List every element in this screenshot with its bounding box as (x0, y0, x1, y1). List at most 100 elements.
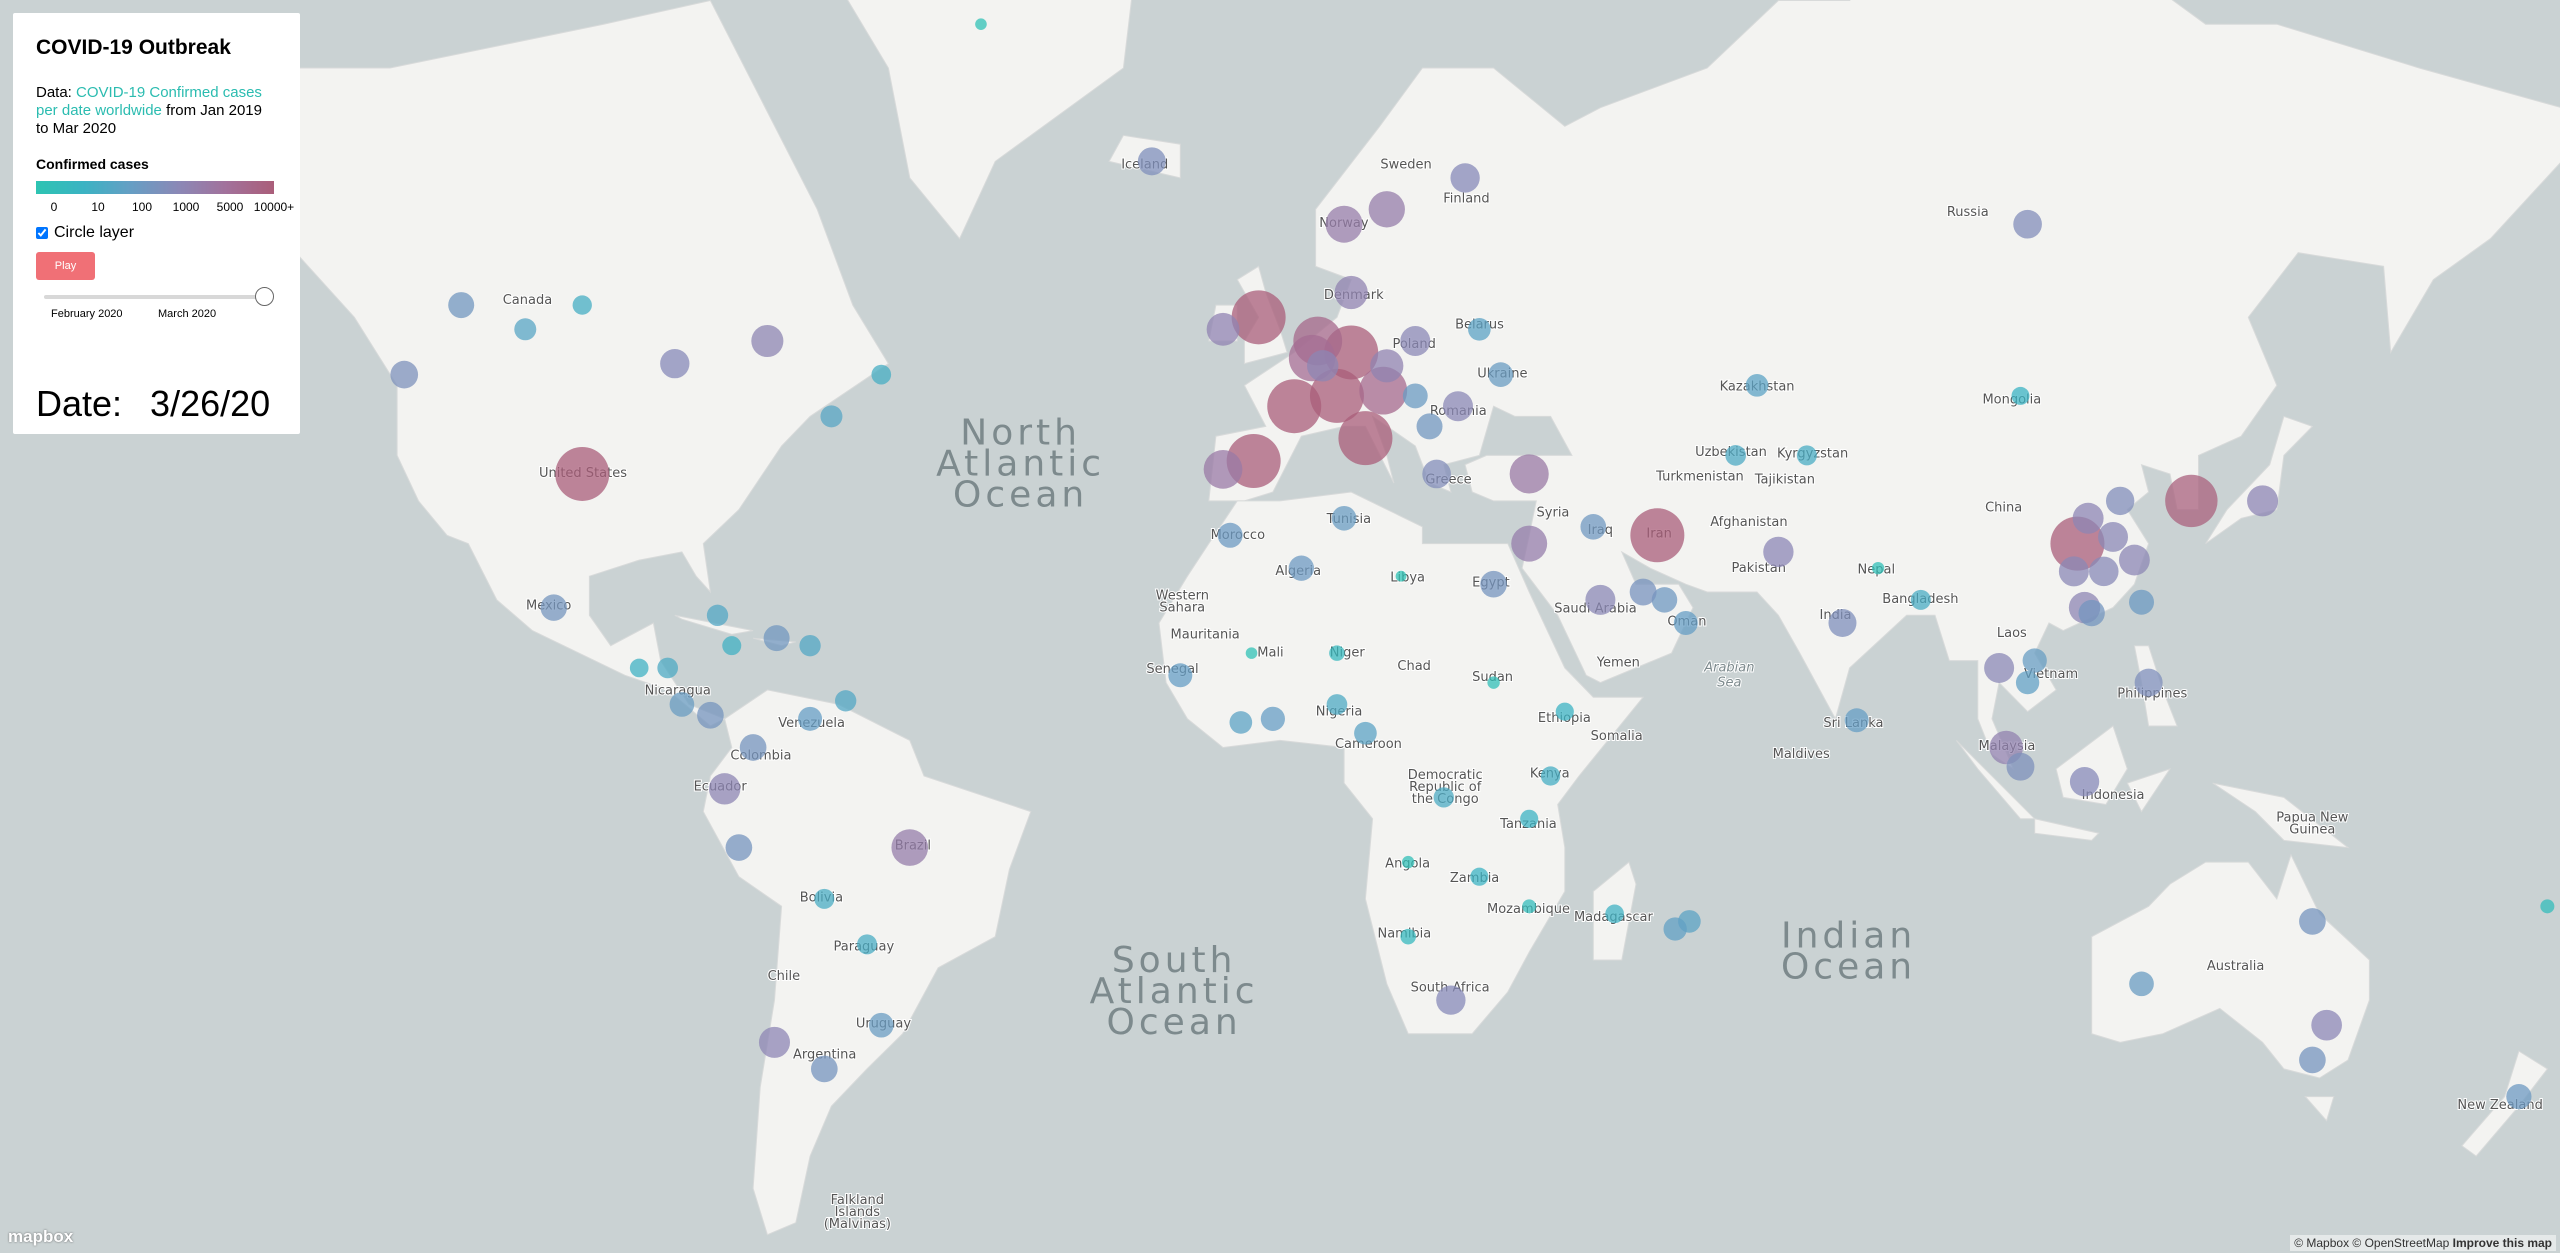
case-circle (629, 658, 649, 678)
case-circle (1443, 391, 1473, 422)
case-circle (2058, 556, 2089, 587)
legend-tick-label: 100 (131, 200, 153, 214)
case-circle (1630, 508, 1685, 563)
case-circle (758, 1026, 791, 1058)
slider-track (44, 295, 266, 299)
case-circle (1555, 702, 1574, 721)
play-button[interactable]: Play (36, 252, 95, 280)
case-circle (1470, 867, 1489, 886)
case-circle (1520, 809, 1539, 828)
case-circle (2129, 589, 2155, 615)
case-circle (871, 364, 892, 385)
country-label: Yemen (1596, 655, 1640, 670)
attribution: © Mapbox © OpenStreetMap Improve this ma… (2290, 1235, 2556, 1251)
case-circle (2011, 386, 2030, 405)
case-circle (2129, 971, 2154, 997)
case-circle (814, 888, 835, 909)
case-circle (2072, 502, 2104, 534)
case-circle (2006, 752, 2035, 781)
landmass (2091, 853, 2370, 1079)
date-label: Date: (36, 383, 123, 424)
case-circle (739, 734, 767, 761)
case-circle (1984, 652, 2015, 683)
data-link[interactable]: COVID-19 Confirmed cases per date worldw… (36, 84, 262, 119)
country-label: Argentina (793, 1047, 856, 1062)
case-circle (1400, 326, 1431, 357)
case-circle (1288, 555, 1315, 581)
case-circle (1725, 445, 1747, 466)
country-label: Laos (1997, 626, 2027, 641)
case-circle (1450, 163, 1480, 193)
attribution-text[interactable]: © Mapbox © OpenStreetMap (2294, 1236, 2450, 1250)
case-circle (1168, 663, 1193, 688)
case-circle (1580, 513, 1607, 540)
date-slider[interactable] (36, 284, 274, 308)
country-label: Sea (1717, 675, 1741, 690)
country-label: Somalia (1591, 729, 1643, 744)
date-value: 3/26/20 (150, 383, 271, 424)
case-circle (1354, 721, 1377, 745)
case-circle (1422, 459, 1451, 489)
landmass (847, 0, 1132, 240)
country-label: Islands (835, 1205, 881, 1220)
case-circle (1217, 522, 1243, 548)
layer-toggle[interactable]: Circle layer (36, 224, 277, 242)
case-circle (891, 829, 929, 866)
checkbox[interactable] (36, 227, 48, 239)
case-circle (2506, 1084, 2532, 1110)
ocean-label: Indian (1781, 915, 1916, 956)
case-circle (514, 318, 537, 341)
case-circle (1334, 275, 1368, 310)
case-circle (722, 636, 742, 656)
legend-tick-label: 10000+ (253, 200, 295, 214)
panel-title: COVID-19 Outbreak (36, 36, 231, 59)
legend-tick-label: 1000 (172, 200, 200, 214)
checkbox-label: Circle layer (54, 224, 135, 241)
country-label: Tajikistan (1754, 473, 1815, 488)
case-circle (1651, 587, 1678, 613)
case-circle (1763, 536, 1794, 568)
case-circle (835, 690, 857, 712)
case-circle (798, 706, 823, 731)
case-circle (763, 625, 790, 652)
landmass (2212, 782, 2350, 849)
case-circle (1370, 349, 1404, 383)
case-circle (1331, 505, 1357, 531)
landmass (2126, 767, 2172, 813)
slider-thumb[interactable] (255, 287, 274, 306)
case-circle (2311, 1009, 2342, 1041)
country-label: Canada (503, 293, 552, 308)
data-prefix: Data: (36, 84, 72, 101)
case-circle (1511, 525, 1548, 562)
case-circle (572, 295, 592, 315)
landmass (1158, 491, 1645, 1035)
case-circle (2015, 670, 2040, 695)
landmass (2461, 1050, 2549, 1157)
country-label: Guinea (2289, 823, 2335, 838)
country-label: Finland (1443, 192, 1489, 207)
case-circle (1910, 589, 1931, 610)
country-label: Chad (1397, 659, 1431, 674)
case-circle (1480, 570, 1507, 598)
date-display: Date: 3/26/20 (36, 383, 270, 425)
case-circle (2134, 668, 2163, 697)
country-label: Sweden (1380, 157, 1431, 172)
case-circle (1203, 449, 1243, 489)
country-label: (Malvinas) (824, 1217, 891, 1232)
case-circle (1871, 561, 1885, 575)
case-circle (1487, 676, 1500, 689)
case-circles (390, 18, 2555, 1110)
improve-link[interactable]: Improve this map (2452, 1236, 2552, 1250)
case-circle (1522, 899, 1537, 914)
case-circle (1436, 985, 1466, 1015)
case-circle (1368, 191, 1405, 228)
case-circle (1416, 413, 1443, 440)
case-circle (2105, 486, 2135, 516)
case-circle (1326, 694, 1348, 715)
case-circle (1401, 855, 1415, 869)
ocean-label: Atlantic (1090, 971, 1259, 1012)
mapbox-logo[interactable]: mapbox (8, 1227, 74, 1246)
country-label: Cameroon (1335, 737, 1402, 752)
case-circle (2098, 521, 2129, 552)
